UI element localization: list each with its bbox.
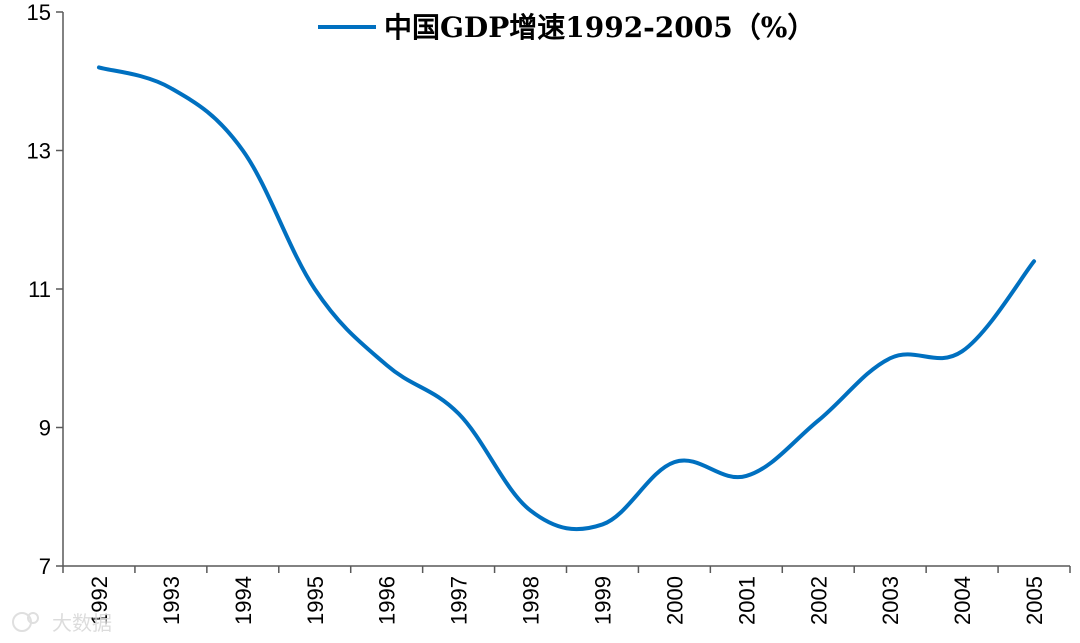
x-tick-label: 1999 [590,576,615,625]
x-tick-label: 1994 [231,576,256,625]
x-axis: 1992 1993 1994 1995 1996 1997 1998 1999 2000 2001… [62,565,1071,625]
series-line [96,65,1037,532]
x-tick-label: 2002 [806,576,831,625]
x-tick-label: 2000 [662,576,687,625]
x-tick-label: 1998 [519,576,544,625]
x-tick-label: 1993 [159,576,184,625]
watermark-logo-dot-icon [27,612,39,624]
x-tick-label: 1995 [303,576,328,625]
x-tick-label: 2004 [950,576,975,625]
legend: 中国GDP增速1992-2005（%） [318,11,815,44]
y-tick-label: 7 [39,554,51,579]
x-tick-label: 2001 [734,576,759,625]
watermark: 大数据 [12,611,112,635]
x-tick-label: 1992 [87,576,112,625]
y-tick-label: 15 [27,0,51,25]
y-axis: 7 9 11 13 15 [27,0,64,579]
y-tick-label: 11 [28,277,51,302]
x-tick-label: 1996 [375,576,400,625]
legend-label: 中国GDP增速1992-2005（%） [384,11,815,44]
y-tick-label: 9 [39,416,51,441]
x-tick-label: 2003 [878,576,903,625]
series-layer [96,65,1037,532]
x-tick-label: 2005 [1022,576,1047,625]
x-tick-label: 1997 [447,576,472,625]
y-tick-label: 13 [27,139,51,164]
watermark-text: 大数据 [52,611,112,635]
